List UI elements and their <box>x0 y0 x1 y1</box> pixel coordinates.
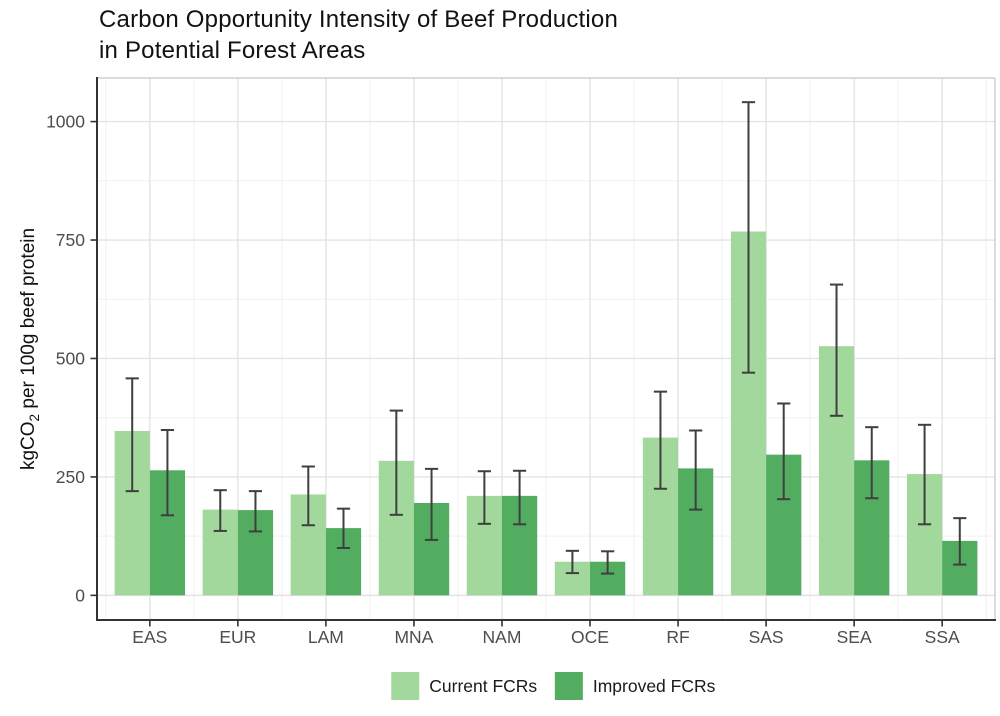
x-tick-label-LAM: LAM <box>308 627 344 647</box>
chart-title: Carbon Opportunity Intensity of Beef Pro… <box>99 4 618 66</box>
x-tick-label-SEA: SEA <box>837 627 872 647</box>
y-tick-label: 500 <box>56 348 85 368</box>
x-tick-label-RF: RF <box>666 627 689 647</box>
x-tick-label-SAS: SAS <box>749 627 784 647</box>
legend-swatch-current <box>391 672 420 700</box>
y-tick-label: 1000 <box>46 112 85 132</box>
x-tick-label-EUR: EUR <box>219 627 256 647</box>
x-tick-label-SSA: SSA <box>925 627 960 647</box>
legend-label-improved: Improved FCRs <box>593 676 716 696</box>
x-tick-label-OCE: OCE <box>571 627 609 647</box>
y-tick-label: 750 <box>56 230 85 250</box>
x-tick-label-EAS: EAS <box>132 627 167 647</box>
legend-swatch-improved <box>554 672 583 700</box>
y-tick-label: 250 <box>56 467 85 487</box>
chart-title-line1: Carbon Opportunity Intensity of Beef Pro… <box>99 6 619 33</box>
legend-label-current: Current FCRs <box>429 676 537 696</box>
x-tick-label-MNA: MNA <box>394 627 433 647</box>
y-tick-label: 0 <box>75 585 85 605</box>
chart-title-line2: in Potential Forest Areas <box>99 37 366 64</box>
x-tick-label-NAM: NAM <box>483 627 522 647</box>
